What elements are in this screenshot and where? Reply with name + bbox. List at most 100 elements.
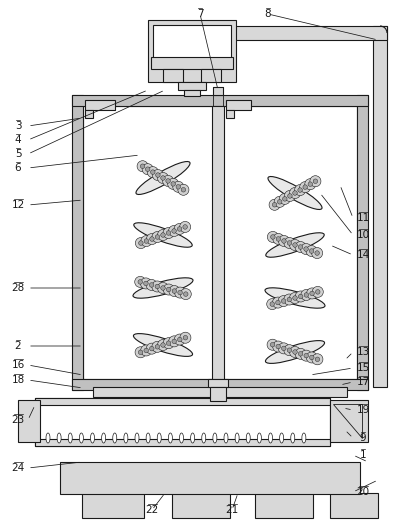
- Bar: [72, 95, 83, 390]
- Text: 7: 7: [197, 9, 203, 19]
- Ellipse shape: [301, 289, 312, 301]
- Ellipse shape: [183, 335, 188, 340]
- Bar: [226, 110, 234, 118]
- Ellipse shape: [141, 235, 152, 246]
- Text: 19: 19: [356, 405, 370, 415]
- Ellipse shape: [298, 245, 303, 249]
- Bar: [93, 387, 347, 397]
- Ellipse shape: [295, 185, 305, 196]
- Text: 17: 17: [356, 377, 370, 387]
- Ellipse shape: [172, 289, 177, 293]
- Ellipse shape: [278, 235, 289, 246]
- Bar: [213, 87, 223, 95]
- Ellipse shape: [142, 164, 153, 175]
- Ellipse shape: [298, 351, 303, 356]
- Text: 22: 22: [145, 505, 159, 515]
- Ellipse shape: [299, 294, 303, 299]
- Ellipse shape: [304, 293, 309, 297]
- Ellipse shape: [290, 187, 301, 199]
- Bar: [148, 20, 236, 82]
- Bar: [221, 26, 387, 40]
- Ellipse shape: [179, 433, 183, 443]
- Ellipse shape: [134, 223, 192, 247]
- Text: 15: 15: [356, 363, 370, 373]
- Ellipse shape: [272, 202, 277, 207]
- Ellipse shape: [311, 247, 323, 258]
- Ellipse shape: [274, 196, 285, 207]
- Bar: [35, 439, 330, 446]
- Bar: [163, 69, 183, 82]
- Bar: [330, 493, 378, 518]
- Text: 2: 2: [15, 341, 21, 351]
- Text: 18: 18: [11, 375, 25, 385]
- Ellipse shape: [147, 167, 158, 178]
- Ellipse shape: [155, 284, 160, 289]
- Ellipse shape: [298, 188, 302, 192]
- Ellipse shape: [304, 354, 309, 358]
- Ellipse shape: [303, 185, 307, 189]
- Text: 9: 9: [360, 433, 366, 443]
- Ellipse shape: [273, 233, 284, 244]
- Ellipse shape: [178, 184, 189, 195]
- Text: 8: 8: [265, 9, 271, 19]
- Ellipse shape: [282, 346, 286, 350]
- Ellipse shape: [178, 290, 182, 295]
- Ellipse shape: [46, 433, 50, 443]
- Ellipse shape: [146, 233, 158, 245]
- Ellipse shape: [161, 343, 165, 347]
- Text: 13: 13: [356, 347, 370, 357]
- Text: 10: 10: [356, 230, 370, 240]
- Polygon shape: [333, 404, 362, 438]
- Ellipse shape: [246, 433, 250, 443]
- Ellipse shape: [290, 346, 301, 358]
- Bar: [255, 493, 313, 518]
- Ellipse shape: [267, 299, 278, 310]
- Text: 28: 28: [11, 283, 25, 293]
- Ellipse shape: [284, 345, 295, 356]
- Ellipse shape: [270, 343, 275, 347]
- Bar: [212, 106, 224, 379]
- Ellipse shape: [155, 345, 160, 349]
- Ellipse shape: [276, 344, 280, 349]
- Ellipse shape: [149, 346, 154, 351]
- Ellipse shape: [267, 339, 278, 350]
- Ellipse shape: [174, 334, 185, 345]
- Bar: [172, 493, 230, 518]
- Bar: [60, 462, 360, 494]
- Ellipse shape: [181, 188, 186, 192]
- Bar: [82, 493, 144, 518]
- Ellipse shape: [146, 433, 150, 443]
- Ellipse shape: [284, 237, 295, 248]
- Text: 23: 23: [11, 415, 25, 425]
- Ellipse shape: [300, 181, 311, 192]
- Ellipse shape: [146, 343, 157, 354]
- Ellipse shape: [102, 433, 105, 443]
- Ellipse shape: [276, 237, 281, 241]
- Text: 21: 21: [225, 505, 239, 515]
- Ellipse shape: [290, 292, 301, 303]
- Ellipse shape: [176, 185, 181, 189]
- Ellipse shape: [310, 291, 314, 295]
- Ellipse shape: [169, 286, 180, 297]
- Ellipse shape: [202, 433, 206, 443]
- Ellipse shape: [136, 162, 190, 195]
- Ellipse shape: [158, 230, 168, 241]
- Ellipse shape: [79, 433, 83, 443]
- Ellipse shape: [152, 232, 163, 243]
- Ellipse shape: [141, 278, 152, 289]
- Ellipse shape: [301, 350, 312, 361]
- Ellipse shape: [57, 433, 61, 443]
- Ellipse shape: [308, 182, 313, 186]
- Ellipse shape: [173, 181, 184, 192]
- Ellipse shape: [312, 354, 323, 365]
- Text: 1: 1: [360, 450, 366, 460]
- Ellipse shape: [301, 244, 311, 255]
- Text: 6: 6: [15, 163, 21, 173]
- Ellipse shape: [270, 302, 274, 306]
- Ellipse shape: [140, 164, 145, 168]
- Ellipse shape: [269, 199, 280, 210]
- Ellipse shape: [135, 433, 139, 443]
- Ellipse shape: [162, 175, 174, 187]
- Ellipse shape: [138, 350, 143, 355]
- Ellipse shape: [135, 347, 146, 358]
